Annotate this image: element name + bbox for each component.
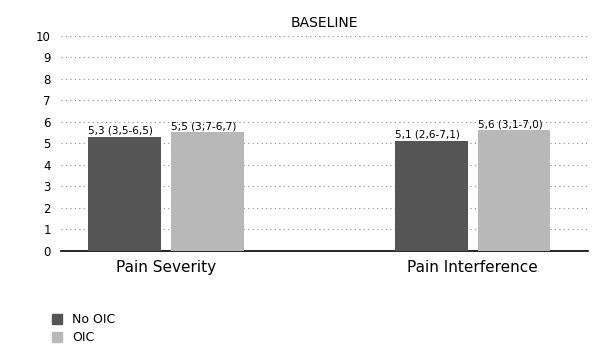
Text: 5,1 (2,6-7,1): 5,1 (2,6-7,1) [395,130,460,140]
Title: BASELINE: BASELINE [290,16,358,30]
Text: 5,6 (3,1-7,0): 5,6 (3,1-7,0) [478,119,542,129]
Bar [171,132,244,251]
Text: 5,3 (3,5-6,5): 5,3 (3,5-6,5) [88,125,153,135]
Legend: No OIC, OIC: No OIC, OIC [48,310,119,348]
Text: 5;5 (3;7-6,7): 5;5 (3;7-6,7) [171,121,236,131]
Bar [478,130,550,251]
Bar [88,137,161,251]
Bar [395,141,468,251]
